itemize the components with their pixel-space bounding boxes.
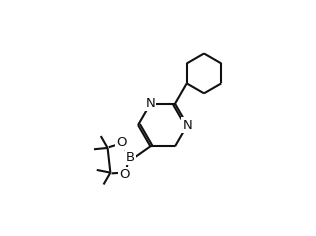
Text: N: N xyxy=(145,97,155,110)
Text: O: O xyxy=(116,136,127,149)
Text: B: B xyxy=(126,151,135,164)
Text: O: O xyxy=(119,168,130,181)
Text: N: N xyxy=(182,118,192,131)
